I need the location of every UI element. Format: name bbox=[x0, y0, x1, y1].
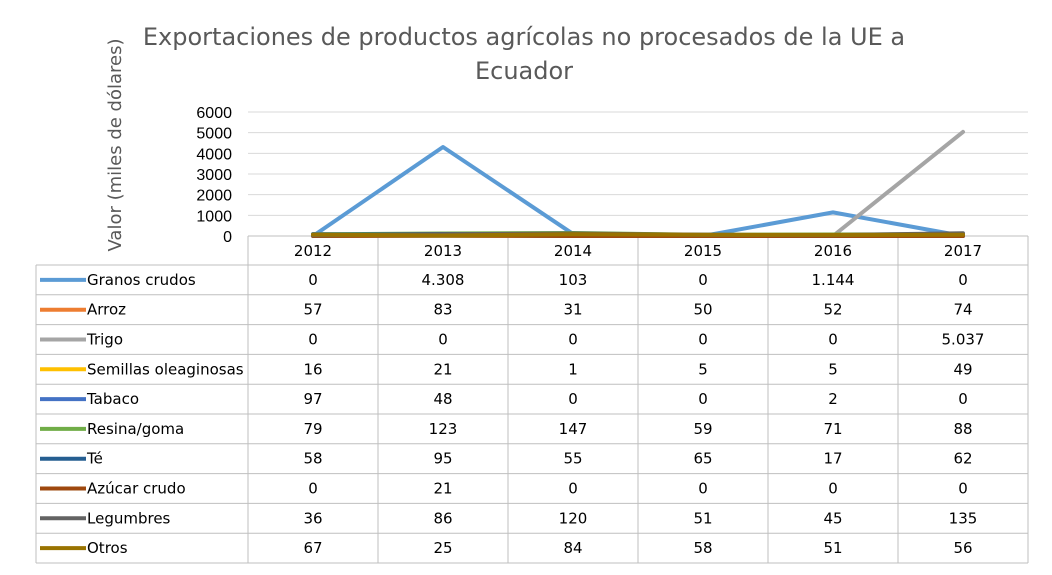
x-tick-label: 2015 bbox=[684, 242, 722, 260]
data-label: 0 bbox=[958, 390, 968, 408]
data-label: 17 bbox=[823, 450, 842, 468]
data-label: 0 bbox=[698, 271, 708, 289]
data-label: 1.144 bbox=[812, 271, 855, 289]
data-label: 74 bbox=[953, 301, 972, 319]
data-label: 120 bbox=[559, 509, 588, 527]
y-tick-label: 5000 bbox=[196, 126, 232, 143]
data-label: 48 bbox=[433, 390, 452, 408]
data-label: 45 bbox=[823, 509, 842, 527]
series-line bbox=[311, 232, 965, 238]
data-label: 62 bbox=[953, 450, 972, 468]
y-axis-label: Valor (miles de dólares) bbox=[105, 39, 126, 252]
data-label: 0 bbox=[698, 480, 708, 498]
data-label: 21 bbox=[433, 360, 452, 378]
y-tick-label: 6000 bbox=[196, 105, 232, 122]
data-label: 123 bbox=[429, 420, 458, 438]
data-label: 49 bbox=[953, 360, 972, 378]
data-label: 0 bbox=[828, 480, 838, 498]
data-label: 0 bbox=[698, 331, 708, 349]
data-label: 95 bbox=[433, 450, 452, 468]
data-label: 57 bbox=[303, 301, 322, 319]
data-label: 0 bbox=[308, 480, 318, 498]
y-tick-label: 4000 bbox=[196, 146, 232, 163]
legend-label: Tabaco bbox=[86, 390, 139, 408]
data-label: 0 bbox=[438, 331, 448, 349]
data-label: 55 bbox=[563, 450, 582, 468]
data-label: 86 bbox=[433, 509, 452, 527]
series-line bbox=[311, 145, 965, 238]
y-tick-label: 3000 bbox=[196, 167, 232, 184]
legend-label: Trigo bbox=[86, 331, 123, 349]
data-label: 56 bbox=[953, 539, 972, 557]
data-label: 58 bbox=[693, 539, 712, 557]
data-label: 5 bbox=[828, 360, 838, 378]
data-label: 97 bbox=[303, 390, 322, 408]
legend-label: Arroz bbox=[87, 301, 126, 319]
series-lines bbox=[311, 129, 965, 238]
data-label: 1 bbox=[568, 360, 578, 378]
chart-title-line-1: Exportaciones de productos agrícolas no … bbox=[143, 23, 905, 51]
data-label: 5 bbox=[698, 360, 708, 378]
y-tick-label: 0 bbox=[223, 229, 232, 246]
data-label: 25 bbox=[433, 539, 452, 557]
data-label: 0 bbox=[308, 271, 318, 289]
y-tick-label: 1000 bbox=[196, 208, 232, 225]
data-label: 0 bbox=[698, 390, 708, 408]
data-label: 4.308 bbox=[422, 271, 465, 289]
data-label: 88 bbox=[953, 420, 972, 438]
data-label: 58 bbox=[303, 450, 322, 468]
legend-label: Resina/goma bbox=[87, 420, 184, 438]
data-label: 36 bbox=[303, 509, 322, 527]
data-label: 31 bbox=[563, 301, 582, 319]
data-label: 67 bbox=[303, 539, 322, 557]
data-label: 0 bbox=[958, 271, 968, 289]
x-tick-label: 2012 bbox=[294, 242, 332, 260]
data-label: 0 bbox=[568, 480, 578, 498]
data-label: 147 bbox=[559, 420, 588, 438]
data-label: 0 bbox=[958, 480, 968, 498]
legend-label: Azúcar crudo bbox=[87, 480, 186, 498]
data-label: 50 bbox=[693, 301, 712, 319]
legend-label: Té bbox=[86, 450, 103, 468]
legend-label: Otros bbox=[87, 539, 128, 557]
data-label: 135 bbox=[949, 509, 978, 527]
data-label: 52 bbox=[823, 301, 842, 319]
data-label: 103 bbox=[559, 271, 588, 289]
data-label: 65 bbox=[693, 450, 712, 468]
data-label: 51 bbox=[823, 539, 842, 557]
legend-label: Granos crudos bbox=[87, 271, 196, 289]
data-label: 16 bbox=[303, 360, 322, 378]
y-tick-labels: 6000 5000 4000 3000 2000 1000 0 bbox=[196, 105, 232, 246]
data-label: 84 bbox=[563, 539, 582, 557]
data-label: 51 bbox=[693, 509, 712, 527]
data-label: 0 bbox=[568, 390, 578, 408]
x-tick-label: 2014 bbox=[554, 242, 592, 260]
data-label: 0 bbox=[308, 331, 318, 349]
chart-title-line-2: Ecuador bbox=[475, 57, 573, 85]
series-line bbox=[311, 129, 965, 238]
data-label: 2 bbox=[828, 390, 838, 408]
x-tick-label: 2017 bbox=[944, 242, 982, 260]
legend-label: Legumbres bbox=[87, 509, 171, 527]
data-label: 0 bbox=[568, 331, 578, 349]
legend-label: Semillas oleaginosas bbox=[87, 360, 244, 378]
data-label: 21 bbox=[433, 480, 452, 498]
data-label: 0 bbox=[828, 331, 838, 349]
x-tick-label: 2013 bbox=[424, 242, 462, 260]
x-tick-label: 2016 bbox=[814, 242, 852, 260]
data-label: 83 bbox=[433, 301, 452, 319]
data-label: 79 bbox=[303, 420, 322, 438]
y-tick-label: 2000 bbox=[196, 188, 232, 205]
data-label: 5.037 bbox=[942, 331, 985, 349]
data-label: 71 bbox=[823, 420, 842, 438]
gridlines bbox=[248, 111, 1028, 216]
data-label: 59 bbox=[693, 420, 712, 438]
